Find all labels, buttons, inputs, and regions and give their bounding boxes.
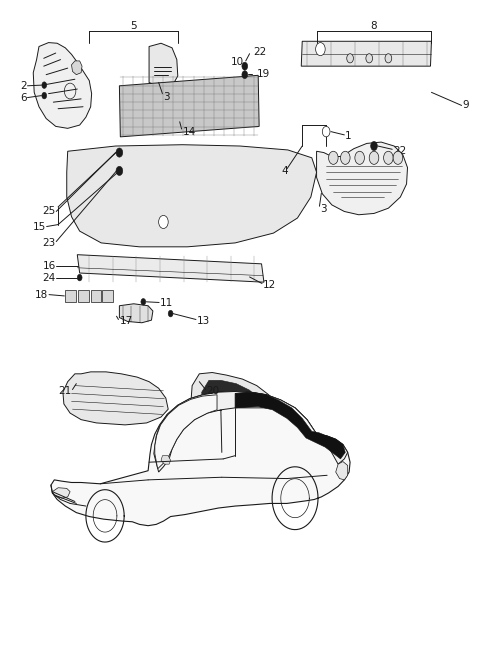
- Text: 16: 16: [43, 262, 56, 272]
- Text: 24: 24: [43, 273, 56, 283]
- Text: 15: 15: [33, 222, 46, 232]
- Text: 8: 8: [371, 20, 377, 31]
- Circle shape: [116, 148, 123, 157]
- Text: 17: 17: [120, 316, 132, 327]
- Polygon shape: [120, 75, 259, 137]
- Text: 5: 5: [131, 20, 137, 31]
- Text: 20: 20: [206, 386, 220, 396]
- Polygon shape: [317, 142, 408, 215]
- Circle shape: [347, 54, 353, 63]
- Polygon shape: [161, 456, 170, 464]
- Circle shape: [328, 152, 338, 165]
- Polygon shape: [154, 392, 348, 472]
- Polygon shape: [172, 102, 190, 122]
- Circle shape: [393, 152, 403, 165]
- Polygon shape: [102, 290, 113, 302]
- Circle shape: [158, 215, 168, 228]
- Circle shape: [77, 274, 82, 281]
- Polygon shape: [235, 392, 317, 436]
- Text: 4: 4: [281, 166, 288, 176]
- Circle shape: [242, 71, 248, 79]
- Text: 21: 21: [58, 386, 72, 396]
- Text: 1: 1: [345, 131, 352, 141]
- Text: 22: 22: [393, 146, 407, 156]
- Circle shape: [42, 92, 47, 99]
- Polygon shape: [301, 41, 432, 66]
- Text: 23: 23: [43, 238, 56, 248]
- Text: 6: 6: [20, 92, 27, 102]
- Text: 3: 3: [321, 204, 327, 214]
- Circle shape: [42, 82, 47, 89]
- Polygon shape: [120, 304, 153, 323]
- Circle shape: [355, 152, 364, 165]
- Polygon shape: [149, 43, 178, 87]
- Text: 14: 14: [182, 127, 196, 136]
- Polygon shape: [77, 255, 264, 282]
- Polygon shape: [67, 145, 317, 247]
- Polygon shape: [33, 43, 92, 129]
- Circle shape: [340, 152, 350, 165]
- Circle shape: [168, 310, 173, 317]
- Circle shape: [384, 152, 393, 165]
- Text: 2: 2: [20, 81, 27, 91]
- Text: 10: 10: [231, 57, 244, 67]
- Circle shape: [366, 54, 372, 63]
- Circle shape: [369, 152, 379, 165]
- Text: 13: 13: [197, 316, 210, 327]
- Circle shape: [323, 127, 330, 137]
- Polygon shape: [65, 290, 76, 302]
- Circle shape: [116, 167, 123, 175]
- Polygon shape: [78, 290, 89, 302]
- Text: 22: 22: [253, 47, 267, 57]
- Circle shape: [385, 54, 392, 63]
- Text: 25: 25: [43, 207, 56, 216]
- Text: 12: 12: [263, 281, 276, 291]
- Polygon shape: [336, 462, 348, 480]
- Circle shape: [371, 142, 377, 151]
- Polygon shape: [51, 392, 350, 525]
- Polygon shape: [235, 392, 345, 459]
- Polygon shape: [91, 290, 101, 302]
- Polygon shape: [52, 487, 70, 498]
- Text: 18: 18: [36, 289, 48, 300]
- Text: 9: 9: [463, 100, 469, 110]
- Text: 11: 11: [160, 298, 173, 308]
- Circle shape: [242, 62, 248, 70]
- Polygon shape: [202, 380, 262, 421]
- Circle shape: [316, 43, 325, 56]
- Polygon shape: [63, 372, 168, 425]
- Polygon shape: [191, 373, 278, 430]
- Text: 19: 19: [257, 69, 270, 79]
- Circle shape: [141, 298, 146, 305]
- Polygon shape: [72, 61, 82, 75]
- Polygon shape: [155, 395, 217, 469]
- Text: 3: 3: [163, 92, 170, 102]
